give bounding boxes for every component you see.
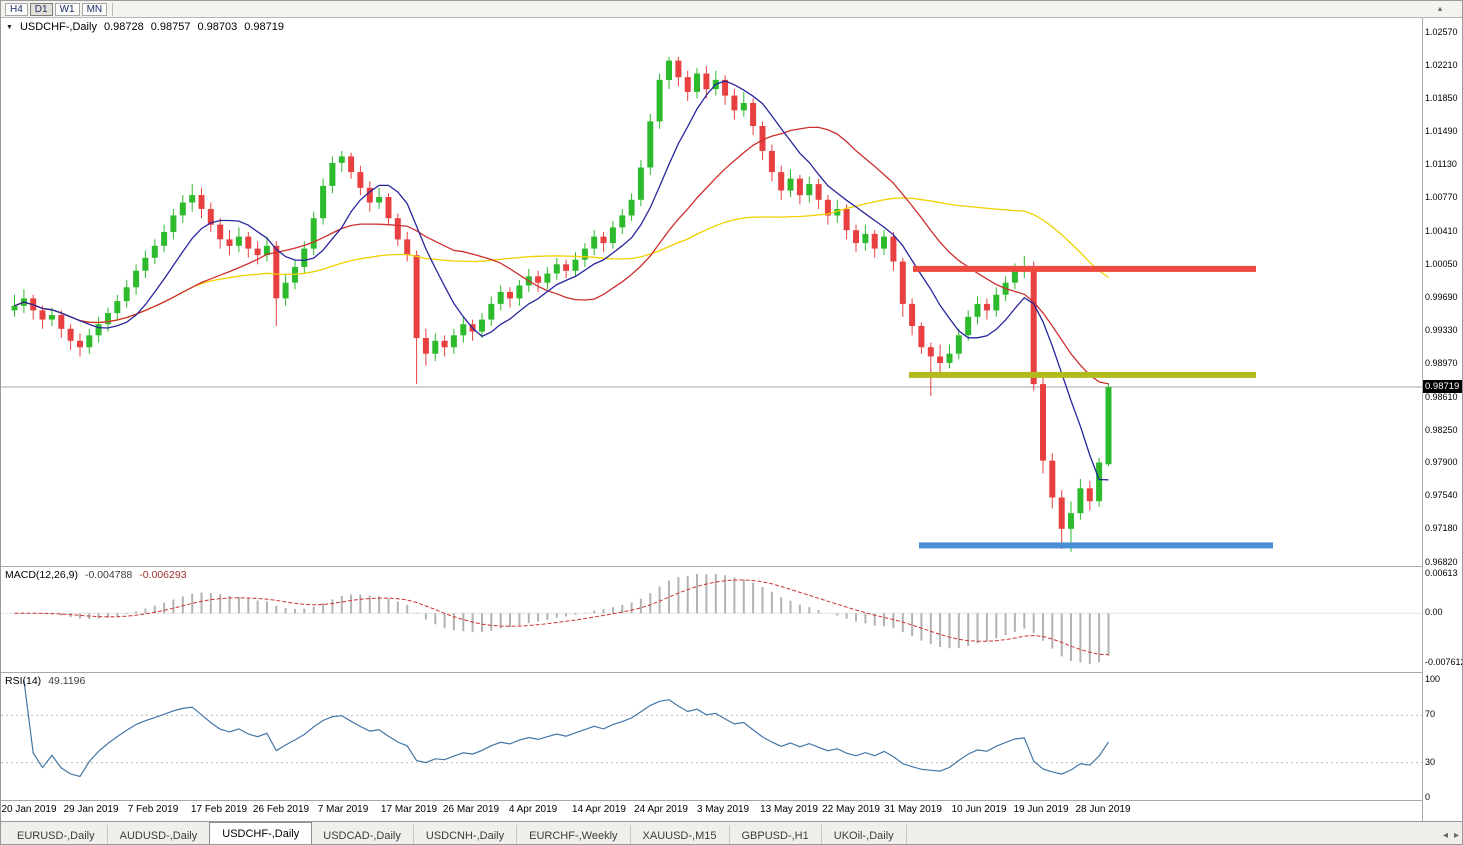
date-label: 3 May 2019	[696, 804, 750, 815]
rsi-panel[interactable]	[1, 672, 1422, 800]
date-label: 17 Feb 2019	[190, 804, 248, 815]
rsi-label: RSI(14) 49.1196	[5, 675, 85, 687]
date-label: 26 Feb 2019	[252, 804, 310, 815]
rsi-value: 49.1196	[48, 675, 86, 687]
toolbar-separator	[112, 2, 114, 16]
price-axis-label: 1.01130	[1425, 159, 1457, 170]
price-axis-label: 0.99690	[1425, 291, 1458, 302]
macd-axis-label: 0.00	[1425, 607, 1443, 618]
price-axis-label: 0.98970	[1425, 358, 1458, 369]
chart-title: ▼ USDCHF-,Daily 0.98728 0.98757 0.98703 …	[6, 21, 284, 33]
current-price-badge: 0.98719	[1423, 380, 1462, 393]
date-label: 20 Jan 2019	[1, 804, 57, 815]
candlestick-chart[interactable]	[1, 18, 1422, 566]
date-label: 7 Feb 2019	[127, 804, 179, 815]
date-label: 13 May 2019	[760, 804, 818, 815]
ma-fast-blue	[14, 80, 1109, 481]
toolbar-overflow-icon[interactable]: ▴	[1437, 4, 1442, 13]
ma-mid-red	[14, 126, 1109, 385]
price-axis-label: 1.01490	[1425, 126, 1458, 137]
symbol-tab-xauusd-m15[interactable]: XAUUSD-,M15	[631, 825, 730, 844]
macd-signal-value: -0.006293	[139, 569, 187, 581]
rsi-axis-label: 0	[1425, 792, 1431, 802]
macd-axis-label: 0.00613	[1425, 568, 1458, 578]
macd-panel[interactable]	[1, 566, 1422, 672]
date-label: 31 May 2019	[884, 804, 942, 815]
timeframe-buttons: H4 D1 W1 MN	[5, 2, 108, 16]
price-axis-label: 1.00770	[1425, 192, 1458, 203]
symbol-tab-eurchf-weekly[interactable]: EURCHF-,Weekly	[517, 825, 631, 844]
main-price-panel[interactable]	[1, 18, 1422, 566]
date-label: 10 Jun 2019	[951, 804, 1007, 815]
symbol-tab-usdcnh-daily[interactable]: USDCNH-,Daily	[414, 825, 518, 844]
date-label: 24 Apr 2019	[634, 804, 688, 815]
date-label: 19 Jun 2019	[1013, 804, 1069, 815]
rsi-chart[interactable]	[1, 672, 1422, 800]
price-axis-label: 0.97540	[1425, 490, 1458, 501]
price-axis-label: 1.02210	[1425, 59, 1458, 70]
symbol-tab-ukoil-daily[interactable]: UKOil-,Daily	[822, 825, 907, 844]
timeframe-button-d1[interactable]: D1	[29, 2, 53, 16]
date-label: 28 Jun 2019	[1075, 804, 1131, 815]
date-axis[interactable]: 20 Jan 2019 29 Jan 2019 7 Feb 2019 17 Feb 2…	[1, 800, 1422, 821]
timeframe-button-mn[interactable]: MN	[81, 2, 108, 16]
support-line-blue[interactable]	[919, 542, 1273, 549]
symbol-tab-audusd-daily[interactable]: AUDUSD-,Daily	[108, 825, 211, 844]
panel-separator	[1, 800, 1462, 801]
date-label: 26 Mar 2019	[442, 804, 500, 815]
macd-main-value: -0.004788	[84, 569, 133, 581]
rsi-line	[23, 679, 1109, 778]
price-axis-label: 1.01850	[1425, 92, 1458, 103]
symbol-marker-icon: ▼	[6, 23, 13, 31]
price-axis-label: 0.98610	[1425, 391, 1458, 402]
price-axis[interactable]: 0.98719 1.02570 1.02210 1.01850 1.01490 1.01…	[1422, 18, 1463, 821]
price-axis-label: 0.96820	[1425, 556, 1458, 567]
date-label: 4 Apr 2019	[508, 804, 558, 815]
panel-separator[interactable]	[1, 672, 1462, 673]
macd-chart[interactable]	[1, 566, 1422, 672]
macd-label: MACD(12,26,9) -0.004788 -0.006293	[5, 569, 187, 581]
price-axis-label: 1.00410	[1425, 225, 1458, 236]
price-axis-label: 0.98250	[1425, 424, 1458, 435]
date-label: 14 Apr 2019	[572, 804, 626, 815]
ohlc-close: 0.98719	[244, 21, 284, 33]
symbol-tab-bar: EURUSD-,Daily AUDUSD-,Daily USDCHF-,Daily U…	[1, 821, 1462, 844]
price-axis-label: 1.00050	[1425, 258, 1458, 269]
tab-scroll-right-icon[interactable]: ▸	[1453, 830, 1459, 841]
date-label: 29 Jan 2019	[63, 804, 119, 815]
rsi-axis-label: 100	[1425, 674, 1441, 684]
timeframe-toolbar: H4 D1 W1 MN ▴	[1, 1, 1462, 18]
chart-symbol-title: USDCHF-,Daily	[19, 21, 97, 33]
macd-name: MACD(12,26,9)	[5, 569, 78, 581]
price-axis-label: 0.97900	[1425, 456, 1458, 467]
price-axis-label: 1.02570	[1425, 26, 1458, 37]
breakdown-line-olive[interactable]	[909, 371, 1256, 378]
symbol-tab-gbpusd-h1[interactable]: GBPUSD-,H1	[730, 825, 822, 844]
date-label: 17 Mar 2019	[380, 804, 438, 815]
symbol-tab-eurusd-daily[interactable]: EURUSD-,Daily	[5, 825, 108, 844]
resistance-line-red[interactable]	[913, 265, 1256, 272]
macd-axis-label: -0.007612	[1425, 657, 1463, 667]
panel-separator[interactable]	[1, 566, 1462, 567]
macd-signal-line	[14, 579, 1109, 656]
rsi-name: RSI(14)	[5, 675, 42, 687]
timeframe-button-w1[interactable]: W1	[54, 2, 80, 16]
chart-area: ▼ USDCHF-,Daily 0.98728 0.98757 0.98703 …	[1, 18, 1463, 821]
ohlc-high: 0.98757	[150, 21, 191, 33]
rsi-axis-label: 70	[1425, 709, 1436, 720]
date-label: 22 May 2019	[822, 804, 880, 815]
symbol-tabs: EURUSD-,Daily AUDUSD-,Daily USDCHF-,Daily U…	[5, 822, 907, 844]
symbol-tab-usdchf-daily[interactable]: USDCHF-,Daily	[209, 822, 313, 844]
tab-scroll-left-icon[interactable]: ◂	[1442, 830, 1448, 841]
symbol-tab-usdcad-daily[interactable]: USDCAD-,Daily	[311, 825, 414, 844]
date-label: 7 Mar 2019	[317, 804, 369, 815]
ma-slow-yellow	[14, 197, 1109, 324]
price-axis-label: 0.99330	[1425, 325, 1458, 336]
timeframe-button-h4[interactable]: H4	[5, 2, 28, 16]
price-axis-label: 0.97180	[1425, 523, 1458, 534]
ohlc-open: 0.98728	[103, 21, 144, 33]
ohlc-low: 0.98703	[197, 21, 238, 33]
rsi-axis-label: 30	[1425, 756, 1436, 767]
